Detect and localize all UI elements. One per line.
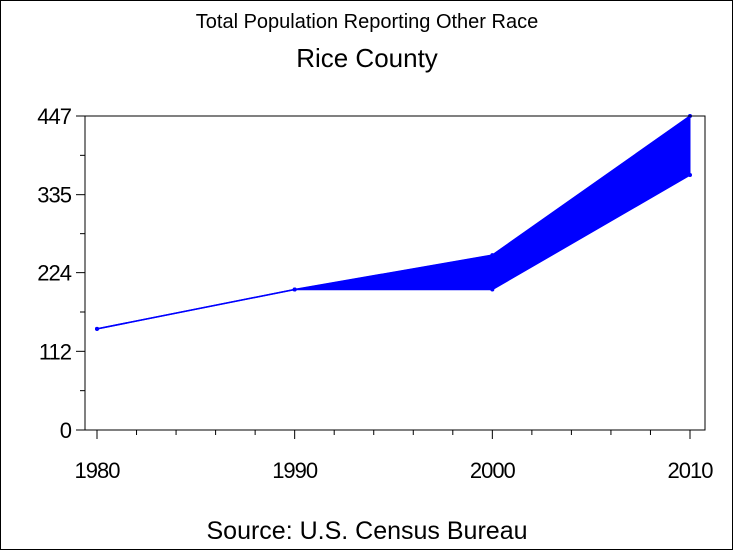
data-point-0-3 xyxy=(688,173,692,178)
y-tick-label: 447 xyxy=(37,104,71,129)
y-tick-label: 335 xyxy=(37,183,71,208)
data-point-1-2 xyxy=(490,253,495,258)
series-line-1 xyxy=(96,115,691,330)
data-point-1-1 xyxy=(292,287,297,292)
chart-source-note: Source: U.S. Census Bureau xyxy=(207,517,528,545)
data-point-1-0 xyxy=(95,326,99,331)
x-tick-label: 2000 xyxy=(470,458,516,483)
range-band xyxy=(96,115,691,330)
y-tick-label: 0 xyxy=(60,418,72,443)
plot-area: 0 112 224 335 447 1980 1990 2000 2010 xyxy=(37,104,714,483)
x-tick-label: 1990 xyxy=(272,458,318,483)
y-tick-label: 224 xyxy=(37,261,71,286)
x-tick-label: 2010 xyxy=(668,458,714,483)
chart-subtitle: Rice County xyxy=(296,43,438,73)
x-tick-label: 1980 xyxy=(75,458,121,483)
y-tick-label: 112 xyxy=(39,339,72,364)
chart-title: Total Population Reporting Other Race xyxy=(196,11,538,33)
data-point-0-2 xyxy=(490,287,495,292)
